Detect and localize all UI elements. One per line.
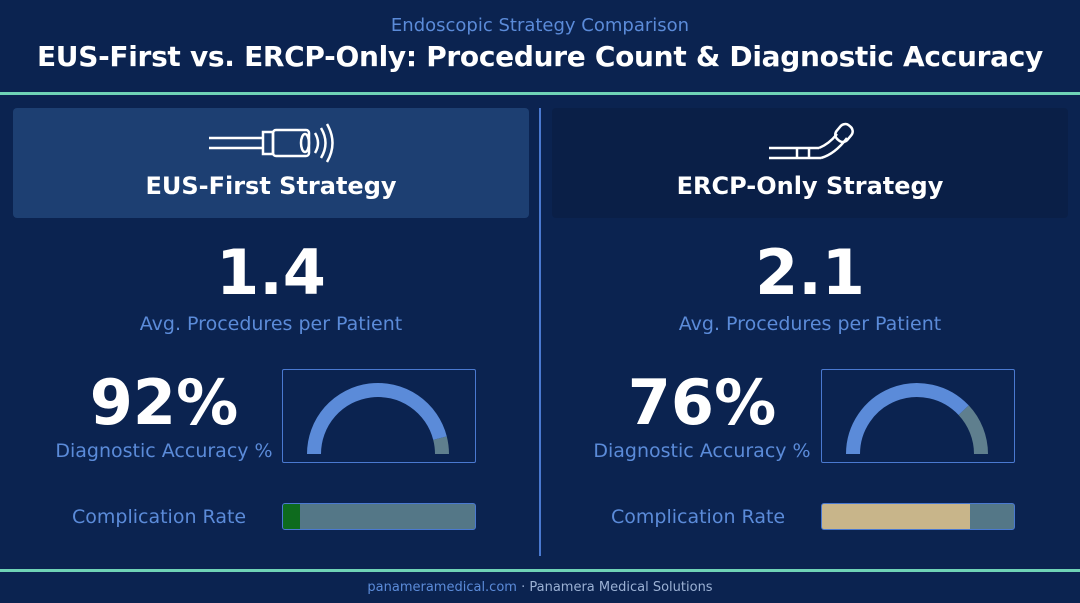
footer-divider — [0, 569, 1080, 572]
footer-separator: · — [521, 580, 526, 595]
ercp-complication-bar — [821, 503, 1015, 530]
footer-company: Panamera Medical Solutions — [529, 580, 713, 595]
ercp-gauge-track — [958, 405, 988, 455]
footer-domain-link[interactable]: panameramedical.com — [367, 580, 517, 595]
ercp-complication-fill — [822, 504, 970, 529]
eus-accuracy-gauge — [282, 369, 476, 463]
header: Endoscopic Strategy Comparison EUS-First… — [0, 0, 1080, 92]
ercp-avg-procedures: 2.1 — [755, 236, 865, 309]
ercp-panel-title: ERCP-Only Strategy — [676, 172, 944, 200]
page-title: EUS-First vs. ERCP-Only: Procedure Count… — [36, 40, 1044, 73]
eus-accuracy-label: Diagnostic Accuracy % — [55, 440, 273, 462]
page-subtitle: Endoscopic Strategy Comparison — [390, 15, 690, 36]
ercp-scope-icon — [552, 118, 1068, 174]
eus-panel-title: EUS-First Strategy — [145, 172, 397, 200]
ercp-accuracy-label: Diagnostic Accuracy % — [593, 440, 811, 462]
column-divider — [539, 108, 541, 556]
ercp-panel-header: ERCP-Only Strategy — [552, 108, 1068, 218]
ultrasound-endoscope-icon — [13, 118, 529, 174]
ercp-accuracy-value: 76% — [627, 366, 777, 439]
header-divider — [0, 92, 1080, 95]
ercp-avg-procedures-label: Avg. Procedures per Patient — [678, 313, 942, 335]
eus-complication-bar — [282, 503, 476, 530]
eus-complication-label: Complication Rate — [72, 506, 247, 528]
eus-gauge-track — [433, 436, 449, 455]
eus-avg-procedures: 1.4 — [216, 236, 326, 309]
eus-panel-header: EUS-First Strategy — [13, 108, 529, 218]
eus-avg-procedures-label: Avg. Procedures per Patient — [139, 313, 403, 335]
eus-gauge-fill — [307, 383, 447, 455]
eus-accuracy-value: 92% — [89, 366, 239, 439]
footer: panameramedical.com · Panamera Medical S… — [0, 580, 1080, 595]
ercp-accuracy-gauge — [821, 369, 1015, 463]
ercp-complication-label: Complication Rate — [611, 506, 786, 528]
ercp-gauge-fill — [846, 383, 969, 455]
eus-complication-fill — [283, 504, 301, 529]
